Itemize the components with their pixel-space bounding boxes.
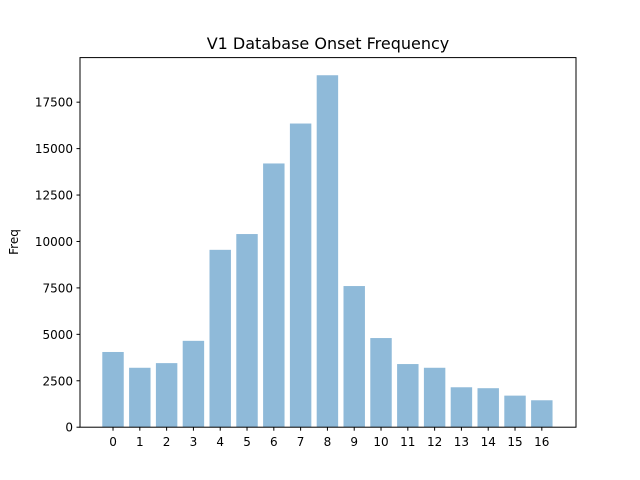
bar-8 <box>316 75 339 428</box>
x-tick-label-4: 4 <box>216 435 224 449</box>
bar-4 <box>209 249 231 428</box>
bar-11 <box>397 364 419 428</box>
x-tick-label-16: 16 <box>534 435 549 449</box>
bar-1 <box>129 367 151 428</box>
bar-10 <box>370 338 392 428</box>
bar-7 <box>289 123 312 428</box>
y-tick-label-2500: 2500 <box>42 374 73 388</box>
x-tick-label-0: 0 <box>109 435 117 449</box>
bar-14 <box>477 388 499 428</box>
bar-16 <box>531 400 553 428</box>
y-tick-label-7500: 7500 <box>42 281 73 295</box>
x-tick-label-1: 1 <box>136 435 144 449</box>
x-tick-label-5: 5 <box>243 435 251 449</box>
plot-frame <box>79 57 577 428</box>
x-tick-label-6: 6 <box>270 435 278 449</box>
x-tick-label-10: 10 <box>373 435 388 449</box>
bar-12 <box>423 367 446 428</box>
x-tick-label-7: 7 <box>297 435 305 449</box>
y-axis-label: Freq <box>7 229 21 255</box>
bar-2 <box>155 363 178 428</box>
y-axis-ticks: 0 2500 5000 7500 10000 12500 15000 17500 <box>35 96 80 435</box>
bar-3 <box>182 340 205 428</box>
y-tick-label-17500: 17500 <box>35 96 73 110</box>
x-tick-label-2: 2 <box>163 435 171 449</box>
x-axis-ticks: 0 1 2 3 4 5 6 7 8 9 10 11 12 13 14 15 16 <box>109 427 549 449</box>
y-tick-label-0: 0 <box>65 421 73 435</box>
bar-9 <box>343 286 365 428</box>
bar-0 <box>102 351 124 428</box>
x-tick-label-3: 3 <box>190 435 198 449</box>
x-tick-label-13: 13 <box>454 435 469 449</box>
chart-title: V1 Database Onset Frequency <box>207 34 450 53</box>
bar-13 <box>450 387 473 428</box>
x-tick-label-14: 14 <box>481 435 496 449</box>
y-tick-label-15000: 15000 <box>35 142 73 156</box>
y-tick-label-5000: 5000 <box>42 328 73 342</box>
x-tick-label-8: 8 <box>324 435 332 449</box>
bar-6 <box>263 163 285 428</box>
x-tick-label-11: 11 <box>400 435 415 449</box>
x-tick-label-12: 12 <box>427 435 442 449</box>
x-tick-label-9: 9 <box>350 435 358 449</box>
bars <box>102 75 553 428</box>
y-tick-label-10000: 10000 <box>35 235 73 249</box>
x-tick-label-15: 15 <box>507 435 522 449</box>
bar-15 <box>504 395 526 428</box>
y-tick-label-12500: 12500 <box>35 189 73 203</box>
bar-5 <box>236 234 258 428</box>
